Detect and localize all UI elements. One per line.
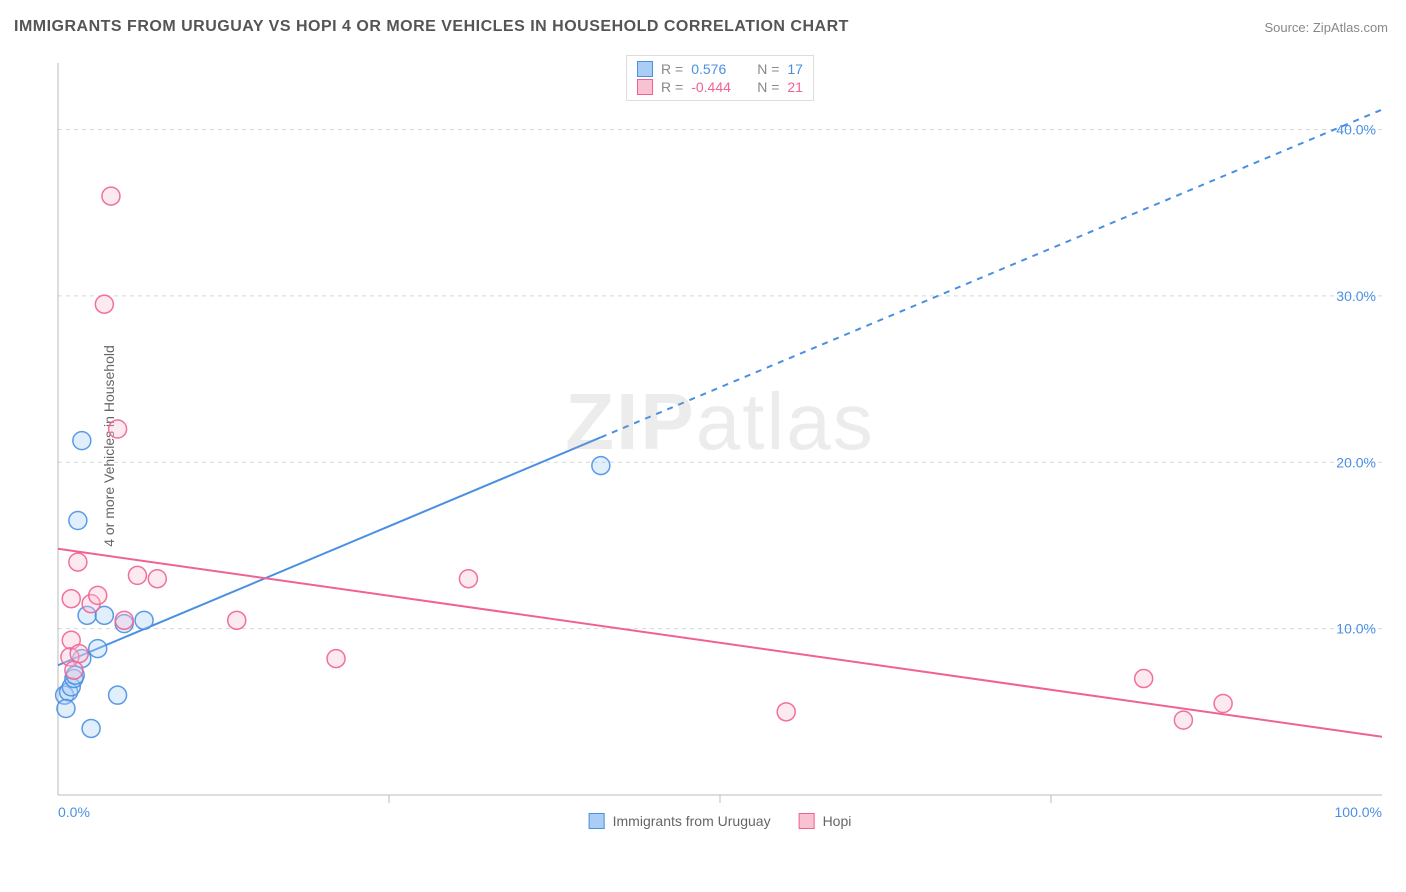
svg-text:0.0%: 0.0% xyxy=(58,804,90,820)
swatch-uruguay xyxy=(637,61,653,77)
swatch-uruguay xyxy=(589,813,605,829)
svg-text:30.0%: 30.0% xyxy=(1336,288,1376,304)
n-value-uruguay: 17 xyxy=(787,61,803,77)
bottom-legend: Immigrants from Uruguay Hopi xyxy=(589,813,852,829)
stats-row-hopi: R = -0.444 N = 21 xyxy=(637,78,803,96)
n-label: N = xyxy=(757,61,779,77)
svg-text:40.0%: 40.0% xyxy=(1336,122,1376,138)
r-label: R = xyxy=(661,79,683,95)
stats-box: R = 0.576 N = 17 R = -0.444 N = 21 xyxy=(626,55,814,101)
svg-text:20.0%: 20.0% xyxy=(1336,454,1376,470)
swatch-hopi xyxy=(799,813,815,829)
n-value-hopi: 21 xyxy=(787,79,803,95)
chart-svg: 10.0% 20.0% 30.0% 40.0% 0.0% 100.0% xyxy=(50,55,1390,835)
r-label: R = xyxy=(661,61,683,77)
legend-item-hopi: Hopi xyxy=(799,813,852,829)
source-label: Source: ZipAtlas.com xyxy=(1264,20,1388,35)
chart-title: IMMIGRANTS FROM URUGUAY VS HOPI 4 OR MOR… xyxy=(14,18,849,36)
r-value-hopi: -0.444 xyxy=(691,79,749,95)
svg-text:100.0%: 100.0% xyxy=(1335,804,1382,820)
legend-item-uruguay: Immigrants from Uruguay xyxy=(589,813,771,829)
swatch-hopi xyxy=(637,79,653,95)
svg-text:10.0%: 10.0% xyxy=(1336,621,1376,637)
plot-area: ZIPatlas 10.0%20.0%30.0%40.0%0.0%100.0% … xyxy=(50,55,1390,835)
stats-row-uruguay: R = 0.576 N = 17 xyxy=(637,60,803,78)
r-value-uruguay: 0.576 xyxy=(691,61,749,77)
legend-label-hopi: Hopi xyxy=(823,813,852,829)
n-label: N = xyxy=(757,79,779,95)
legend-label-uruguay: Immigrants from Uruguay xyxy=(613,813,771,829)
